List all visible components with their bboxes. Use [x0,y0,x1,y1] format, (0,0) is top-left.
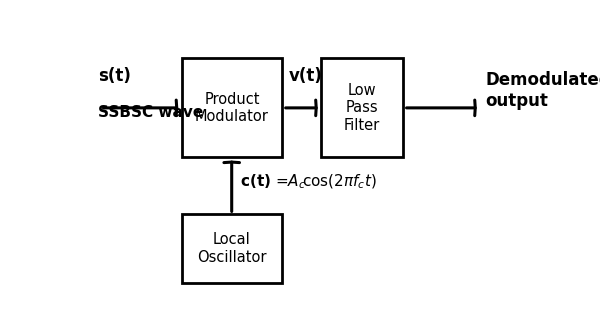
Text: s(t): s(t) [98,67,131,85]
Text: $A_c\!\cos(2\pi f_c t)$: $A_c\!\cos(2\pi f_c t)$ [287,172,376,190]
FancyBboxPatch shape [182,59,282,157]
Text: Product
Modulator: Product Modulator [195,92,269,124]
Text: Demodulated
output: Demodulated output [485,71,600,110]
Text: SSBSC wave: SSBSC wave [98,106,203,120]
FancyBboxPatch shape [322,59,403,157]
Text: Low
Pass
Filter: Low Pass Filter [344,83,380,133]
Text: $\mathbf{c(t)}$$\,=\,$: $\mathbf{c(t)}$$\,=\,$ [240,172,289,190]
Text: v(t): v(t) [289,67,323,85]
FancyBboxPatch shape [182,214,282,283]
Text: Local
Oscillator: Local Oscillator [197,232,266,265]
